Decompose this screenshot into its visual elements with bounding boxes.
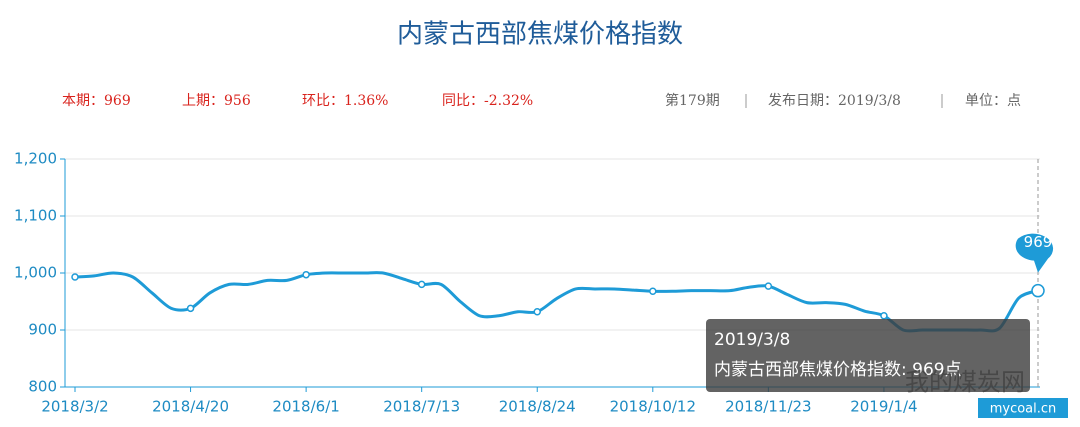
x-tick-label: 2018/7/13 (383, 398, 460, 416)
watermark: 我的煤炭网 (905, 368, 1025, 396)
point (533, 308, 541, 316)
stat: 上期：956 (182, 93, 251, 109)
tooltip-text: 内蒙古西部焦煤价格指数: 969点 (714, 360, 962, 380)
stat: 本期：969 (62, 93, 131, 109)
info: 单位：点 (965, 93, 1021, 109)
y-tick-label: 800 (28, 378, 57, 396)
x-tick-label: 2019/1/4 (850, 398, 917, 416)
x-tick-label: 2018/8/24 (499, 398, 576, 416)
x-tick-label: 2018/10/12 (610, 398, 696, 416)
value-label: 969 (1024, 233, 1053, 251)
point (417, 280, 426, 289)
point (71, 273, 79, 281)
y-tick-label: 900 (28, 321, 57, 339)
point (1031, 283, 1045, 298)
point (649, 287, 657, 295)
point (764, 282, 773, 290)
x-tick-label: 2018/3/2 (41, 398, 108, 416)
line (74, 271, 1039, 333)
tooltip-date: 2019/3/8 (714, 330, 790, 350)
x-tick-label: 2018/4/20 (152, 398, 229, 416)
x-tick-label: 2018/11/23 (725, 398, 811, 416)
point (880, 312, 888, 320)
stat: 环比：1.36% (302, 93, 388, 109)
watermark: mycoal.cn (990, 402, 1057, 417)
y-tick-label: 1,100 (14, 207, 57, 225)
watermark-bg (978, 398, 1068, 418)
point (302, 270, 310, 279)
value-bubble (1015, 233, 1054, 273)
stat: 同比：-2.32% (442, 93, 533, 109)
x-tick-label: 2018/6/1 (272, 398, 339, 416)
point (186, 304, 195, 313)
tooltip-box (706, 319, 1030, 392)
info: 发布日期：2019/3/8 (768, 93, 901, 109)
chart-title: 内蒙古西部焦煤价格指数 (397, 20, 683, 50)
y-tick-label: 1,000 (14, 264, 57, 282)
info: 第179期 (665, 92, 720, 109)
y-tick-label: 1,200 (14, 150, 57, 168)
